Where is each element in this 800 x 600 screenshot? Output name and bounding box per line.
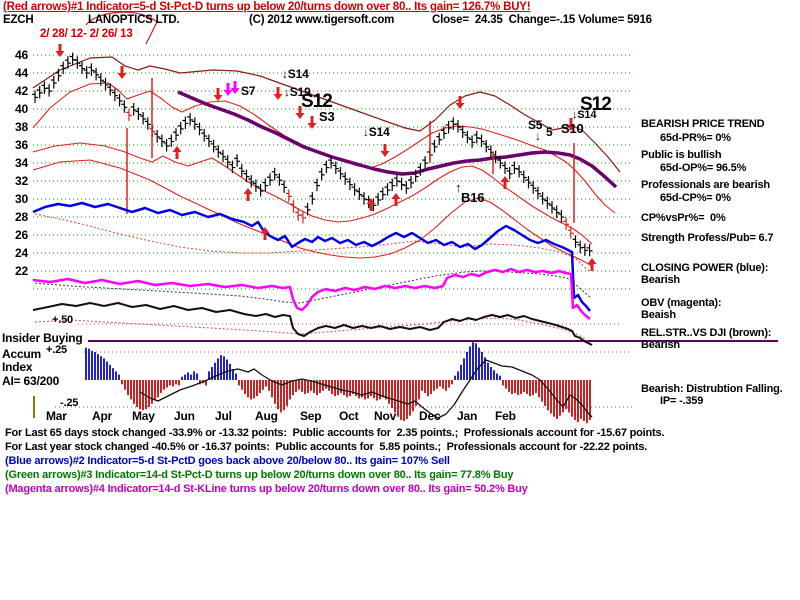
tigersoft-chart-window: (Red arrows)#1 Indicator=5-d St-Pct-D tu… bbox=[2, 1, 783, 495]
price-chart-canvas bbox=[32, 11, 778, 424]
